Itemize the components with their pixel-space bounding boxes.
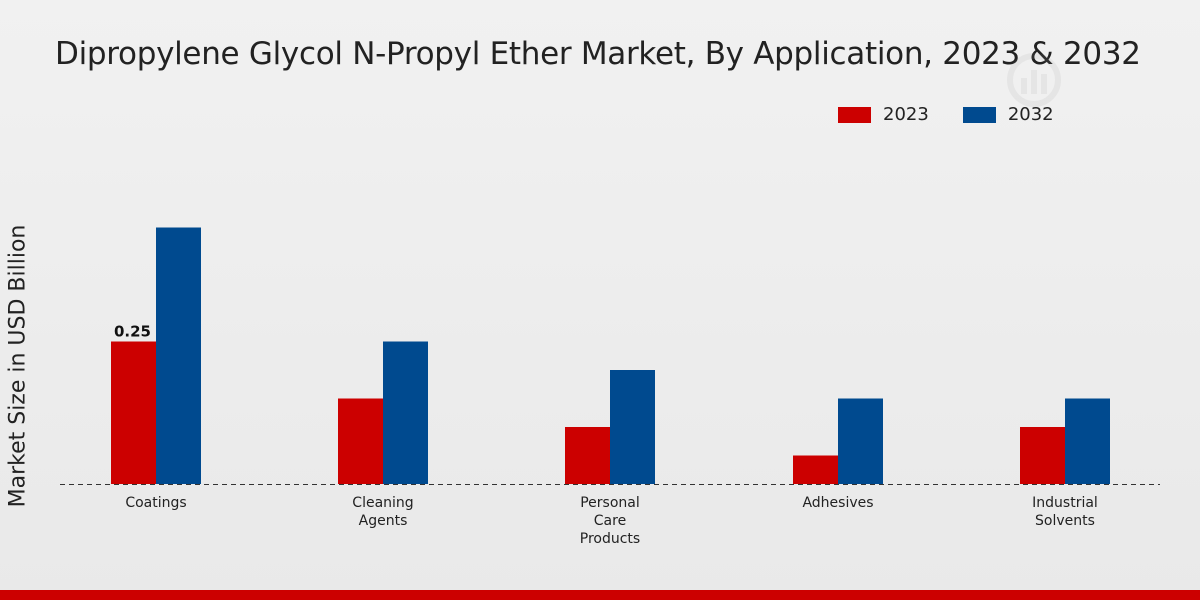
bar-2023-coatings[interactable]: [111, 341, 156, 485]
bar-2023-cleaning-agents[interactable]: [338, 398, 383, 485]
x-tick-label-personal-care-products: Personal Care Products: [580, 495, 640, 547]
bar-2032-cleaning-agents[interactable]: [383, 341, 428, 485]
bar-2023-adhesives[interactable]: [793, 455, 838, 485]
chart-title: Dipropylene Glycol N-Propyl Ether Market…: [55, 36, 1141, 72]
bar-2023-industrial-solvents[interactable]: [1020, 427, 1065, 484]
watermark-logo: [1007, 53, 1061, 107]
data-label-2023-coatings: 0.25: [114, 323, 151, 341]
y-axis-label: Market Size in USD Billion: [5, 224, 31, 508]
bar-2032-adhesives[interactable]: [838, 398, 883, 485]
x-tick-label-industrial-solvents: Industrial Solvents: [1032, 495, 1098, 529]
legend-item-2023[interactable]: 2023: [838, 104, 929, 125]
legend-swatch-2032: [962, 106, 996, 123]
x-tick-label-coatings: Coatings: [125, 495, 186, 511]
bar-2032-coatings[interactable]: [156, 227, 201, 485]
bar-2032-industrial-solvents[interactable]: [1065, 398, 1110, 485]
bar-2023-personal-care-products[interactable]: [565, 427, 610, 484]
x-tick-label-cleaning-agents: Cleaning Agents: [352, 495, 413, 529]
bottom-accent-bar: [0, 590, 1200, 600]
legend-item-2032[interactable]: 2032: [962, 104, 1054, 125]
bar-2032-personal-care-products[interactable]: [610, 370, 655, 484]
legend-label-2023: 2023: [883, 104, 929, 125]
legend-label-2032: 2032: [1007, 104, 1054, 125]
legend-swatch-2023: [838, 106, 871, 123]
x-tick-label-adhesives: Adhesives: [802, 495, 873, 511]
legend: 2023 2032: [838, 104, 1054, 125]
